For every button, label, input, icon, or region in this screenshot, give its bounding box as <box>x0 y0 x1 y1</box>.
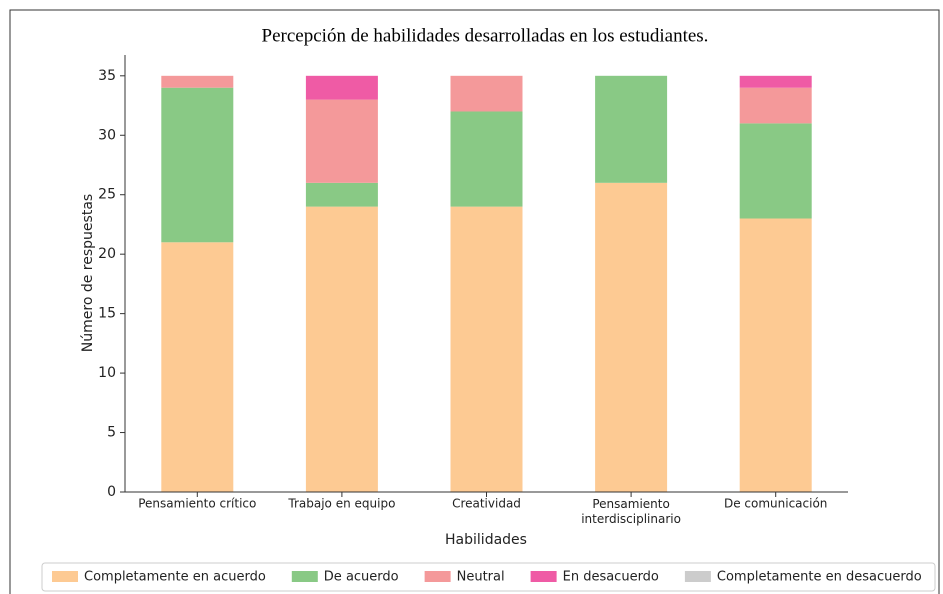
legend-swatch <box>424 571 451 582</box>
y-tick-label: 25 <box>98 187 116 203</box>
x-tick-label: Creatividad <box>452 497 521 511</box>
legend-swatch <box>291 571 318 582</box>
bar-segment <box>739 87 812 124</box>
bar-segment <box>739 123 812 219</box>
chart-title: Percepción de habilidades desarrolladas … <box>262 25 709 46</box>
legend-label: Completamente en desacuerdo <box>717 570 922 585</box>
bar-segment <box>305 99 378 183</box>
y-axis-label: Número de respuestas <box>80 194 96 352</box>
legend-label: En desacuerdo <box>563 570 659 585</box>
bar-segment <box>161 75 234 88</box>
x-axis-label: Habilidades <box>445 532 527 548</box>
x-tick-label-line: Pensamiento <box>592 497 669 511</box>
y-tick-label: 0 <box>107 484 116 500</box>
legend-swatch <box>530 571 557 582</box>
bar-segment <box>595 75 668 183</box>
legend-label: Neutral <box>457 570 505 585</box>
x-tick-label: Trabajo en equipo <box>287 497 395 511</box>
y-tick-label: 5 <box>107 425 116 441</box>
y-tick-label: 15 <box>98 306 116 322</box>
bar-segment <box>595 182 668 492</box>
y-tick-label: 20 <box>98 246 116 262</box>
y-tick-label: 35 <box>98 68 116 84</box>
bar-segment <box>450 75 523 112</box>
x-tick-label-line: interdisciplinario <box>581 512 681 526</box>
legend-label: Completamente en acuerdo <box>84 570 266 585</box>
legend-swatch <box>684 571 711 582</box>
bar-segment <box>305 182 378 207</box>
legend-label: De acuerdo <box>324 570 399 585</box>
x-tick-label: Pensamiento crítico <box>138 497 256 511</box>
bar-segment <box>305 75 378 100</box>
x-tick-label: De comunicación <box>724 497 827 511</box>
bar-segment <box>161 242 234 492</box>
bar-segment <box>739 75 812 88</box>
legend-swatch <box>52 571 78 582</box>
bar-segment <box>739 218 812 492</box>
x-tick-label: Pensamiento interdisciplinario <box>581 497 681 526</box>
bar-segment <box>305 206 378 492</box>
frame <box>9 9 940 594</box>
bar-segment <box>450 111 523 207</box>
bar-segment <box>450 206 523 492</box>
y-tick-label: 10 <box>98 365 116 381</box>
y-tick-label: 30 <box>98 127 116 143</box>
bar-segment <box>161 87 234 243</box>
legend-box <box>41 562 936 592</box>
